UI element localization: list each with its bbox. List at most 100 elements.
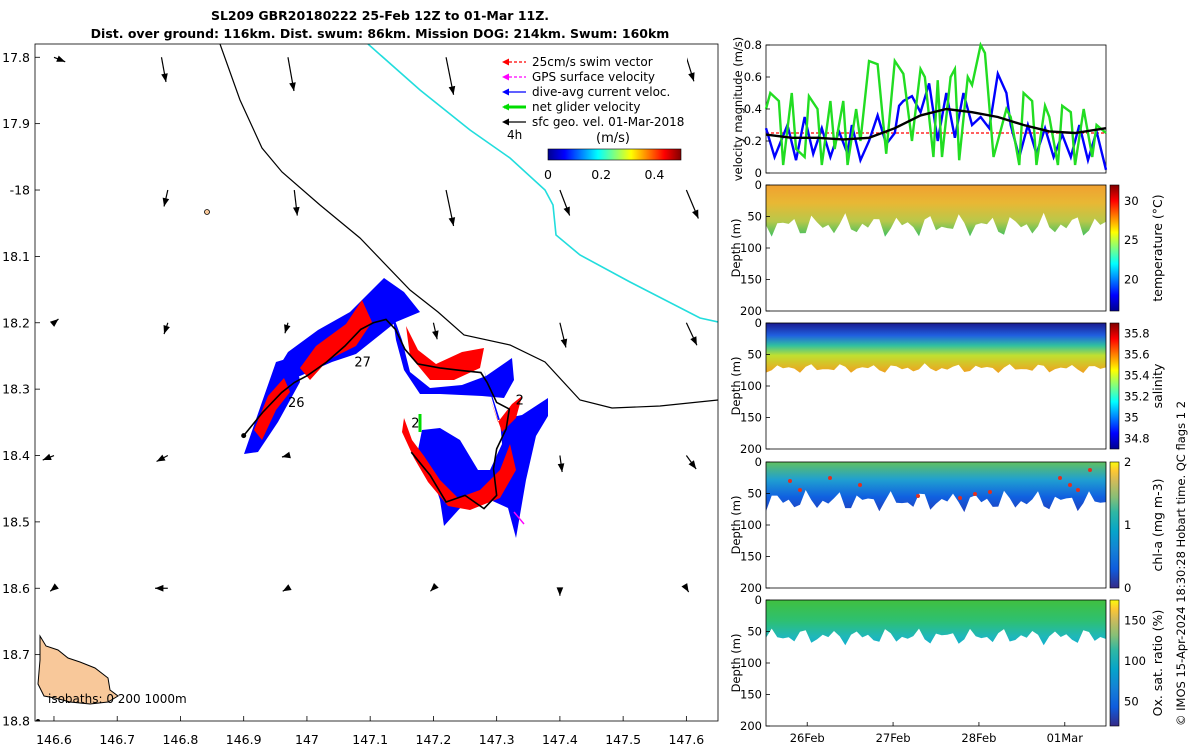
geo-vector-arrow-head [284,324,291,334]
section-colorbar-tick-label: 0 [1124,581,1131,595]
section-colorbar [1109,322,1120,450]
day-label: 2 [516,393,524,408]
section-colorbar-tick-label: 30 [1124,194,1139,208]
map-y-tick-label: 18.6 [2,581,30,596]
map-x-tick-label: 147.1 [352,732,388,747]
current-wedge [392,312,514,398]
sfc-geo-vectors [42,55,699,596]
section-data-band [766,600,1106,646]
section-y-tick-label: 0 [755,455,762,469]
map-x-tick-label: 146.7 [99,732,135,747]
map-x-tick-label: 147.6 [668,732,704,747]
section-y-tick-label: 200 [740,719,762,733]
isobaths-label: isobaths: 0 200 1000m [48,692,187,706]
section-x-tick-label: 26Feb [790,731,825,745]
map-x-ticks: 146.6 146.7 146.8 146.9 147 147.1 147.2 147.3 14… [36,716,704,747]
chl-sample-dot [828,476,832,480]
geo-vector-arrow-head [681,583,689,593]
map-y-tick-label: 18.3 [2,382,30,397]
swim-vectors [254,300,522,510]
map-y-tick-label: 18.5 [2,514,30,529]
legend-time-label: 4h [507,128,522,142]
section-y-tick-label: 100 [740,379,762,393]
legend-arrowhead [502,103,509,111]
geo-vector-arrow-head [448,85,456,95]
map-x-tick-label: 147.3 [479,732,515,747]
section-colorbar-label: chl-a (mg m-3) [1150,479,1165,572]
map-y-tick-label: 18.2 [2,315,30,330]
velocity-y-tick-label: 0 [755,166,762,180]
map-y-tick-label: 18.4 [2,448,30,463]
geo-vector-arrow-head [281,451,291,459]
section-y-tick-label: 50 [747,487,762,501]
chl-sample-dot [916,494,920,498]
section-colorbar [1109,184,1120,312]
map-y-ticks: 17.8 17.9 -18 18.1 18.2 18.3 18.4 18.5 18.6 18.7 1… [2,50,40,729]
legend-label: dive-avg current veloc. [532,85,670,99]
map-x-tick-label: 147 [295,732,319,747]
section-y-tick-label: 0 [755,316,762,330]
section-colorbar-tick-label: 25 [1124,233,1139,247]
chl-sample-dot [788,479,792,483]
colorbar-ticks: 0 0.2 0.4 [544,167,664,182]
map-x-tick-label: 146.8 [163,732,199,747]
section-colorbar-tick-label: 35.6 [1124,348,1150,362]
title-line-1: SL209 GBR20180222 25-Feb 12Z to 01-Mar 1… [210,8,550,23]
section-x-tick-label: 28Feb [961,731,996,745]
swim-vector-fan [402,418,516,510]
section-colorbar-tick-label: 35.4 [1124,369,1150,383]
section-data-band [766,462,1106,513]
map-x-tick-label: 147.4 [542,732,578,747]
section-y-tick-label: 200 [740,304,762,318]
section-colorbar-tick-label: 100 [1124,654,1146,668]
legend-arrowhead [502,73,509,81]
section-y-tick-label: 50 [747,625,762,639]
section-colorbar-label: temperature (°C) [1150,194,1165,301]
geo-vector-arrow-head [556,587,564,596]
section-panel-oxygen-saturation: 0 50 100 150 200 Depth (m) 50 100 150 Ox. sat. ra… [729,593,1165,745]
section-colorbar-tick-label: 35.8 [1124,327,1150,341]
section-x-tick-label: 27Feb [876,731,911,745]
section-data-band [766,185,1106,237]
map-frame [34,43,719,722]
chl-sample-dot [1058,476,1062,480]
section-x-tick-label: 01Mar [1047,731,1084,745]
section-colorbar-tick-label: 50 [1124,695,1139,709]
section-y-label: Depth (m) [729,634,743,693]
colorbar-tick-label: 0.2 [591,167,611,182]
small-island-marker [204,209,210,215]
point-marker [36,719,40,721]
legend-label: GPS surface velocity [532,70,655,84]
geo-vector-arrow-head [688,460,697,470]
section-y-tick-label: 0 [755,178,762,192]
legend-arrowhead [502,88,509,96]
geo-vector-arrow-head [156,454,166,462]
map-y-tick-label: 18.7 [2,647,30,662]
section-y-tick-label: 150 [740,688,762,702]
section-colorbar [1109,461,1120,589]
chl-sample-dot [973,492,977,496]
velocity-series [764,41,1108,171]
section-data-band [766,323,1106,373]
section-panel-salinity: 0 50 100 150 200 Depth (m) 34.8 35 35.2 35.4 35.6 3… [729,316,1165,456]
chl-sample-dot [988,490,992,494]
map-y-tick-label: -18 [10,183,30,198]
title-line-2: Dist. over ground: 116km. Dist. swum: 86… [90,26,670,41]
section-colorbar-label: salinity [1150,363,1165,408]
geo-vector-arrow-head [50,583,59,592]
geo-vector-arrow-head [692,209,699,219]
colorbar-gradient [547,148,682,161]
section-y-tick-label: 50 [747,210,762,224]
map-y-tick-label: 17.9 [2,116,30,131]
section-y-tick-label: 100 [740,518,762,532]
legend-label: net glider velocity [532,100,640,114]
velocity-y-tick-label: 0.6 [744,70,762,84]
glider-track [243,318,511,510]
geo-vector-arrow-head [430,582,439,592]
geo-vector-arrow-head [557,463,565,473]
isobath-line [219,44,718,409]
